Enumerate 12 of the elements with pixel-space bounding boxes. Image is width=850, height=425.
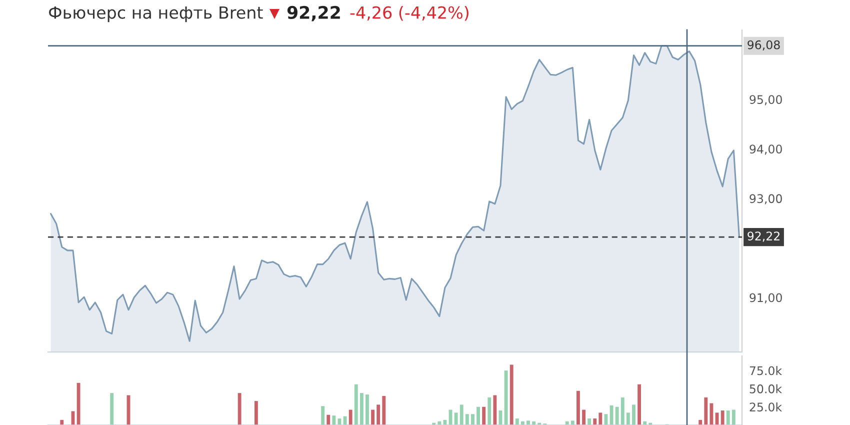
y-tick-label: 94,00 xyxy=(750,144,782,155)
ref-line-label: 96,08 xyxy=(748,40,780,50)
ref-line-label: 92,22 xyxy=(748,232,780,242)
y-tick-label: 93,00 xyxy=(750,194,782,204)
y-tick-label: 95,00 xyxy=(750,95,782,106)
y-tick-label: 75.0k xyxy=(750,366,782,376)
text: -4,26 (-4,42%) xyxy=(350,6,468,21)
y-tick-label: 50.0k xyxy=(750,384,782,394)
y-tick-label: 25.0k xyxy=(750,402,782,412)
text: 92,22 xyxy=(287,6,340,22)
chart-title: Фьючерс на нефть Brent xyxy=(48,6,263,22)
y-tick-label: 91,00 xyxy=(750,293,782,304)
